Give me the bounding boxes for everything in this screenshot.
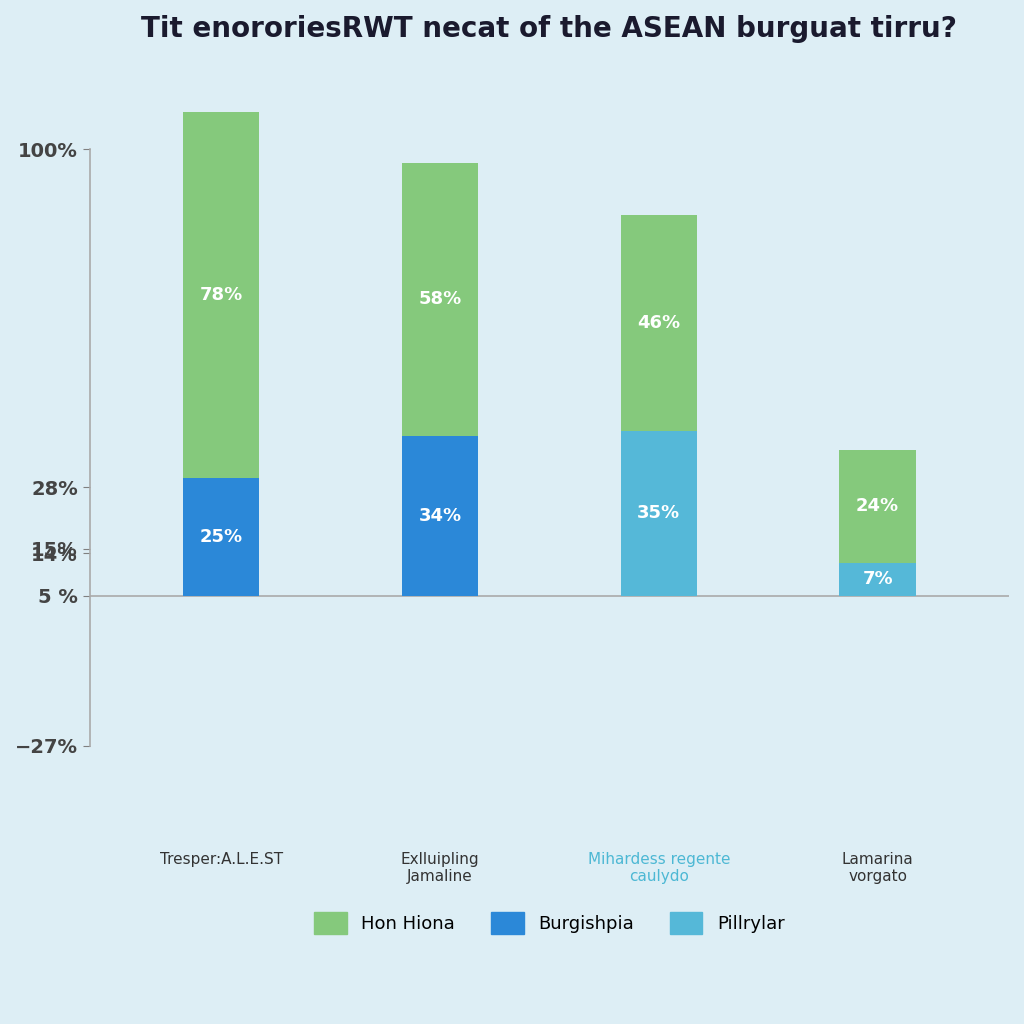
Bar bbox=[840, 450, 916, 562]
Text: 58%: 58% bbox=[419, 291, 462, 308]
Bar bbox=[183, 478, 259, 596]
Bar bbox=[621, 431, 697, 596]
Text: 24%: 24% bbox=[856, 498, 899, 515]
Bar bbox=[183, 112, 259, 478]
Bar bbox=[840, 562, 916, 596]
Text: 7%: 7% bbox=[862, 570, 893, 588]
Text: 78%: 78% bbox=[200, 286, 243, 304]
Text: 46%: 46% bbox=[637, 314, 680, 332]
Bar bbox=[401, 163, 478, 436]
Bar bbox=[401, 436, 478, 596]
Legend: Hon Hiona, Burgishpia, Pillrylar: Hon Hiona, Burgishpia, Pillrylar bbox=[307, 905, 792, 942]
Text: 35%: 35% bbox=[637, 504, 680, 522]
Text: 34%: 34% bbox=[419, 507, 462, 524]
Title: Tit enororiesRWT necat of the ASEAN burguat tirru?: Tit enororiesRWT necat of the ASEAN burg… bbox=[141, 15, 957, 43]
Text: 25%: 25% bbox=[200, 527, 243, 546]
Bar bbox=[621, 215, 697, 431]
